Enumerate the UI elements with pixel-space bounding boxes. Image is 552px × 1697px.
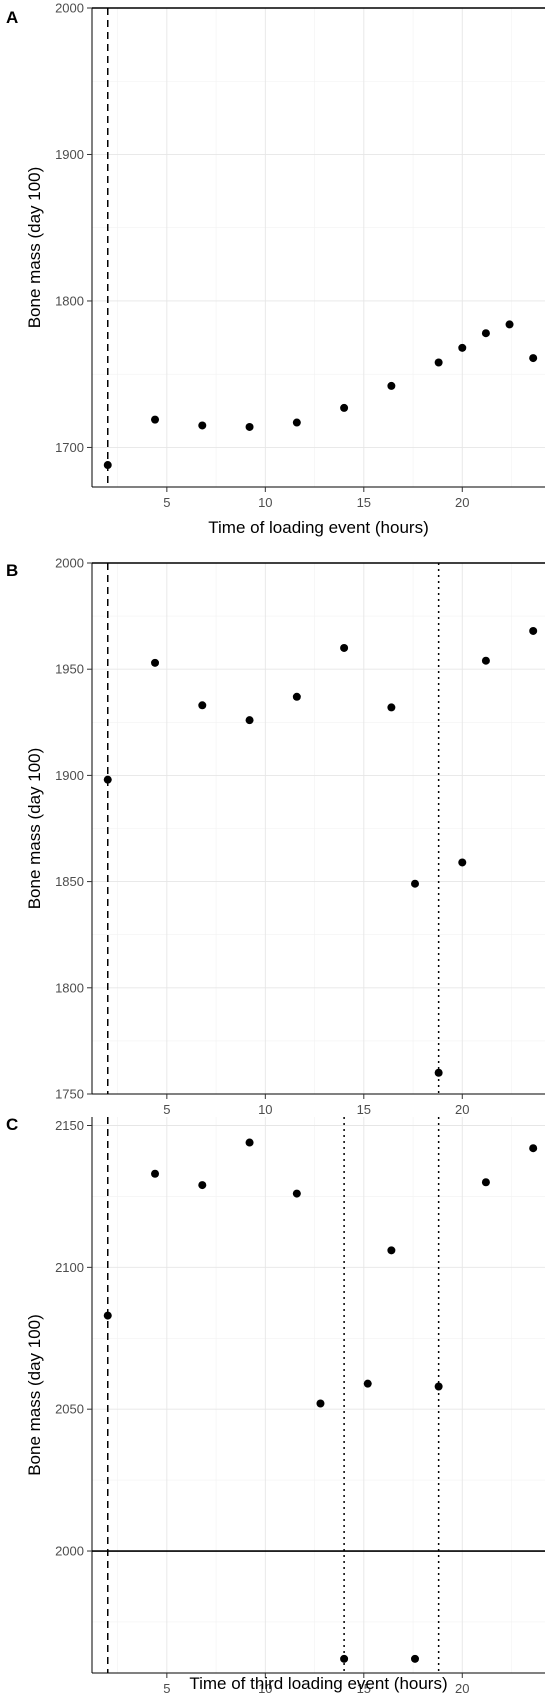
y-tick-label: 2050 [55, 1402, 84, 1417]
x-axis-label: Time of loading event (hours) [208, 518, 428, 537]
x-tick-label: 15 [357, 1102, 371, 1117]
y-tick-label: 2000 [55, 1544, 84, 1559]
data-point [151, 1170, 159, 1178]
data-point [246, 423, 254, 431]
data-point [104, 776, 112, 784]
data-point [151, 416, 159, 424]
y-axis-label: Bone mass (day 100) [25, 1314, 44, 1476]
data-point [435, 1069, 443, 1077]
data-point [293, 1190, 301, 1198]
x-tick-label: 5 [163, 1102, 170, 1117]
data-point [435, 358, 443, 366]
chart-panel-b: 5101520175018001850190019502000Time of s… [6, 556, 545, 1146]
data-point [529, 354, 537, 362]
data-point [387, 703, 395, 711]
x-tick-label: 20 [455, 1102, 469, 1117]
y-tick-label: 2100 [55, 1260, 84, 1275]
data-point [316, 1400, 324, 1408]
data-point [293, 693, 301, 701]
plot-area [92, 8, 545, 487]
data-point [340, 1655, 348, 1663]
data-point [246, 1139, 254, 1147]
data-point [340, 404, 348, 412]
plot-area [92, 1117, 545, 1673]
y-tick-label: 2150 [55, 1118, 84, 1133]
data-point [104, 1312, 112, 1320]
data-point [411, 880, 419, 888]
data-point [458, 344, 466, 352]
data-point [411, 1655, 419, 1663]
data-point [198, 421, 206, 429]
data-point [246, 716, 254, 724]
y-tick-label: 2000 [55, 556, 84, 571]
x-tick-label: 5 [163, 1681, 170, 1696]
y-axis-label: Bone mass (day 100) [25, 748, 44, 910]
data-point [435, 1382, 443, 1390]
panel-letter: B [6, 561, 18, 580]
data-point [293, 419, 301, 427]
x-tick-label: 20 [455, 495, 469, 510]
data-point [104, 461, 112, 469]
data-point [482, 329, 490, 337]
x-tick-label: 10 [258, 1102, 272, 1117]
y-tick-label: 1950 [55, 662, 84, 677]
data-point [506, 320, 514, 328]
y-tick-label: 1900 [55, 768, 84, 783]
y-axis-label: Bone mass (day 100) [25, 167, 44, 329]
chart-panel-a: 5 10 15 20 1700 1800 1900 2000 Time of loading e… [6, 1, 545, 538]
data-point [482, 1178, 490, 1186]
data-point [387, 1246, 395, 1254]
x-tick-label: 10 [258, 495, 272, 510]
x-tick-label: 15 [357, 495, 371, 510]
y-tick-label: 1800 [55, 980, 84, 995]
data-point [458, 858, 466, 866]
y-tick-label: 1800 [55, 293, 84, 308]
y-tick-label: 1750 [55, 1087, 84, 1102]
x-tick-label: 5 [163, 495, 170, 510]
y-tick-label: 2000 [55, 1, 84, 16]
data-point [151, 659, 159, 667]
y-tick-label: 1900 [55, 147, 84, 162]
data-point [364, 1380, 372, 1388]
data-point [529, 627, 537, 635]
data-point [482, 657, 490, 665]
y-tick-label: 1700 [55, 440, 84, 455]
panel-letter: A [6, 8, 18, 27]
x-axis-label: Time of third loading event (hours) [189, 1674, 447, 1693]
x-tick-label: 20 [455, 1681, 469, 1696]
data-point [198, 1181, 206, 1189]
panel-letter: C [6, 1115, 18, 1134]
data-point [340, 644, 348, 652]
y-tick-label: 1850 [55, 874, 84, 889]
data-point [387, 382, 395, 390]
data-point [198, 701, 206, 709]
data-point [529, 1144, 537, 1152]
